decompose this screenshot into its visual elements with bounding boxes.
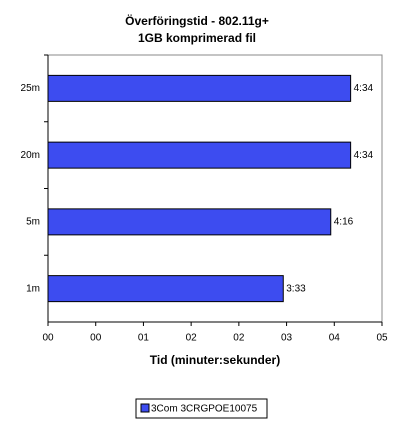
x-axis-title: Tid (minuter:sekunder) xyxy=(150,353,280,367)
bar xyxy=(47,275,284,303)
x-tick-label: 00 xyxy=(90,333,102,344)
value-label: 4:34 xyxy=(354,83,374,94)
y-tick-label: 25m xyxy=(21,83,40,94)
bar xyxy=(47,141,352,169)
chart-title: Överföringstid - 802.11g+ xyxy=(125,13,269,28)
value-label: 3:33 xyxy=(286,283,306,294)
legend-swatch xyxy=(140,403,150,413)
x-tick-label: 02 xyxy=(233,333,245,344)
y-tick-label: 5m xyxy=(26,217,40,228)
y-tick-label: 20m xyxy=(21,150,40,161)
x-tick-label: 05 xyxy=(376,333,388,344)
x-tick-label: 00 xyxy=(42,333,54,344)
bar xyxy=(47,74,352,102)
y-tick-label: 1m xyxy=(26,283,40,294)
legend xyxy=(135,398,268,419)
legend-label: 3Com 3CRGPOE10075 xyxy=(151,404,258,415)
bar xyxy=(47,208,332,236)
x-tick-label: 03 xyxy=(281,333,293,344)
value-label: 4:16 xyxy=(334,217,354,228)
value-label: 4:34 xyxy=(354,150,374,161)
x-tick-label: 04 xyxy=(329,333,341,344)
chart-subtitle: 1GB komprimerad fil xyxy=(138,31,256,45)
x-tick-label: 02 xyxy=(186,333,198,344)
x-tick-label: 01 xyxy=(138,333,150,344)
